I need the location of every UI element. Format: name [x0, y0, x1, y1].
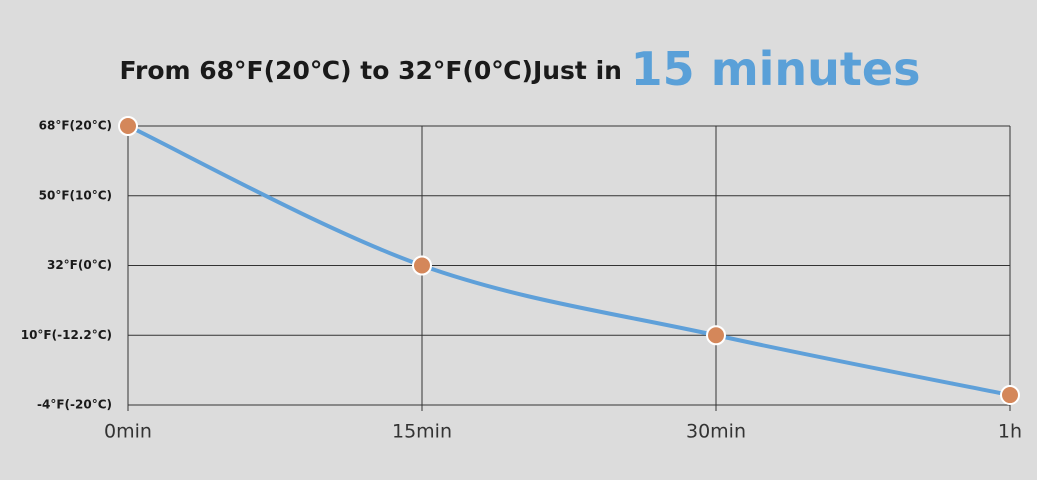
line	[127, 124, 1011, 397]
y-tick-label: 10°F(-12.2°C)	[21, 328, 112, 342]
marker	[118, 116, 138, 136]
title-main: From 68°F(20℃) to 32°F(0℃)Just in	[120, 56, 631, 85]
title-highlight: 15 minutes	[631, 42, 921, 96]
marker	[706, 325, 726, 346]
y-tick-label: 32°F(0°C)	[47, 258, 112, 272]
y-tick-label: 68°F(20°C)	[39, 119, 112, 133]
chart-title: From 68°F(20℃) to 32°F(0℃)Just in 15 min…	[120, 42, 921, 96]
y-tick-label: 50°F(10°C)	[39, 188, 112, 202]
y-tick-label: -4°F(-20°C)	[37, 398, 112, 412]
marker	[412, 255, 432, 276]
x-tick-label: 15min	[392, 421, 452, 443]
marker	[1000, 385, 1020, 406]
x-tick-label: 30min	[686, 421, 746, 443]
x-tick-label: 1h	[998, 421, 1022, 443]
x-tick-label: 0min	[104, 421, 152, 443]
